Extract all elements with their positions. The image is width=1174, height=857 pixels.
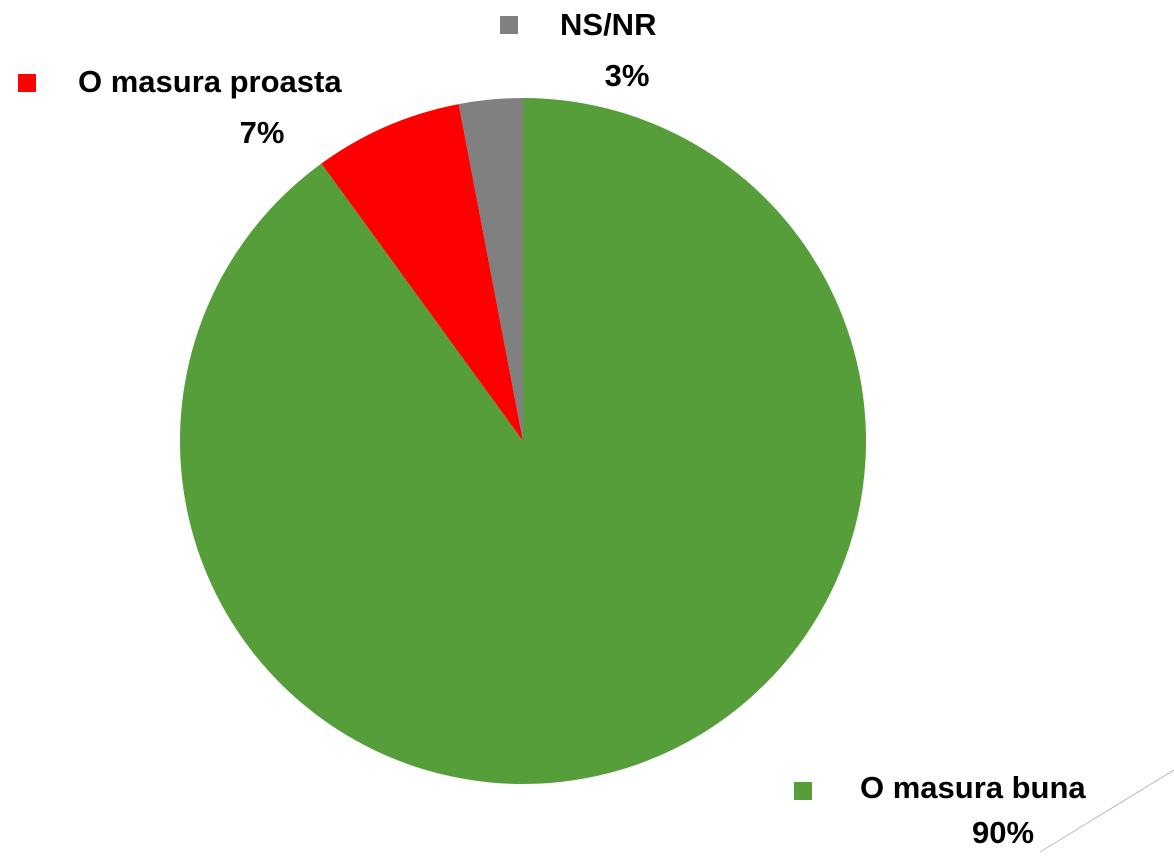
pie-slice [321,104,523,441]
leader-line [1039,769,1174,853]
slice-label: O masura proasta [78,64,342,99]
pie-slice [179,98,866,784]
value-label: 3% [605,58,650,93]
legend-marker [794,782,812,800]
slice-label: NS/NR [560,7,656,42]
legend-marker [18,74,36,92]
legend-marker [500,16,518,34]
slice-label: O masura buna [860,770,1086,805]
value-label: 90% [972,815,1034,850]
pie-slice [458,98,523,441]
value-label: 7% [240,115,285,150]
